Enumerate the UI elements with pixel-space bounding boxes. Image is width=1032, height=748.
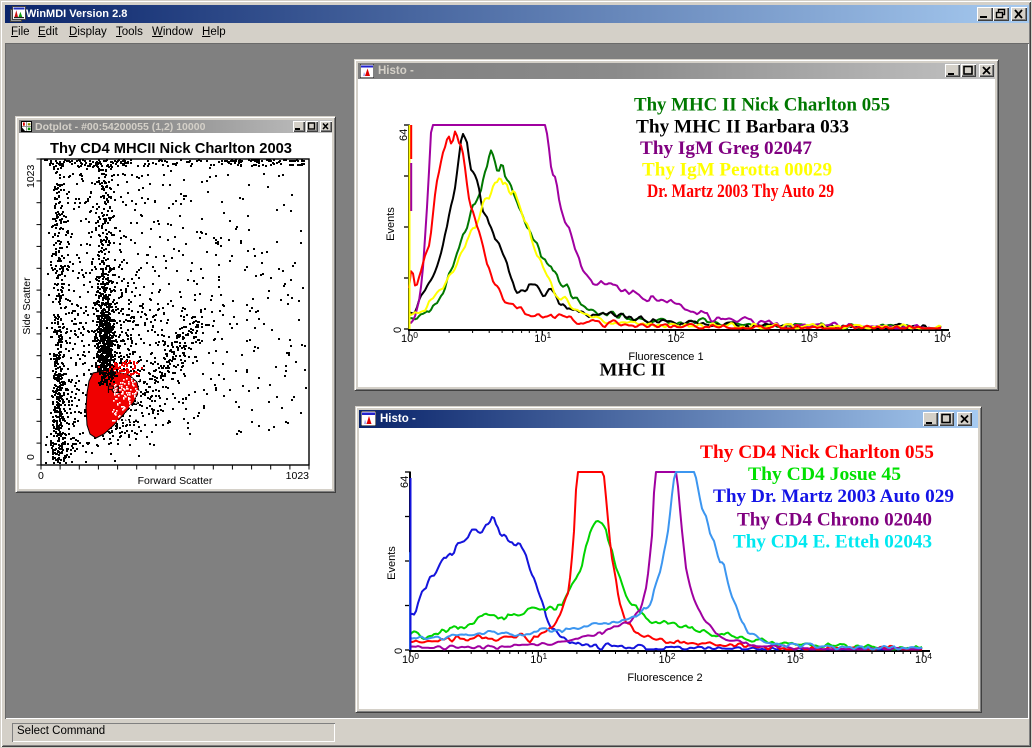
svg-text:Events: Events bbox=[386, 546, 398, 580]
svg-text:Thy CD4 Nick Charlton 055: Thy CD4 Nick Charlton 055 bbox=[700, 442, 934, 463]
svg-text:Thy CD4 Josue 45: Thy CD4 Josue 45 bbox=[748, 464, 901, 485]
svg-text:Thy IgM Greg 02047: Thy IgM Greg 02047 bbox=[640, 138, 812, 159]
svg-text:0: 0 bbox=[393, 648, 405, 654]
svg-text:0: 0 bbox=[25, 454, 37, 460]
svg-text:1023: 1023 bbox=[286, 470, 310, 482]
svg-text:64: 64 bbox=[398, 129, 410, 141]
svg-text:102: 102 bbox=[668, 330, 685, 345]
svg-text:101: 101 bbox=[530, 651, 547, 666]
svg-text:Thy Dr. Martz 2003 Auto 029: Thy Dr. Martz 2003 Auto 029 bbox=[713, 486, 954, 507]
svg-text:101: 101 bbox=[534, 330, 551, 345]
svg-text:R1: R1 bbox=[107, 384, 121, 396]
svg-text:Fluorescence 1: Fluorescence 1 bbox=[628, 351, 703, 363]
svg-text:MHC II: MHC II bbox=[600, 360, 666, 380]
svg-text:Events: Events bbox=[385, 207, 397, 241]
svg-text:Dr. Martz 2003 Thy Auto 29: Dr. Martz 2003 Thy Auto 29 bbox=[647, 181, 834, 202]
svg-text:104: 104 bbox=[934, 330, 951, 345]
svg-text:0: 0 bbox=[392, 327, 404, 333]
svg-text:Thy CD4 E. Etteh 02043: Thy CD4 E. Etteh 02043 bbox=[733, 532, 932, 553]
svg-text:Thy MHC II Barbara 033: Thy MHC II Barbara 033 bbox=[636, 117, 849, 138]
svg-text:0: 0 bbox=[38, 470, 44, 482]
svg-text:102: 102 bbox=[659, 651, 676, 666]
svg-text:Thy CD4 MHCII Nick Charlton 20: Thy CD4 MHCII Nick Charlton 2003 bbox=[50, 140, 292, 157]
svg-text:Fluorescence 2: Fluorescence 2 bbox=[627, 672, 702, 684]
svg-text:Thy IgM Perotta 00029: Thy IgM Perotta 00029 bbox=[642, 160, 832, 181]
svg-text:1023: 1023 bbox=[25, 164, 37, 188]
svg-text:64: 64 bbox=[399, 476, 411, 488]
svg-text:Thy CD4 Chrono 02040: Thy CD4 Chrono 02040 bbox=[737, 510, 932, 531]
svg-text:Side Scatter: Side Scatter bbox=[21, 277, 33, 335]
svg-text:103: 103 bbox=[787, 651, 804, 666]
svg-text:Forward Scatter: Forward Scatter bbox=[138, 475, 213, 487]
svg-text:103: 103 bbox=[801, 330, 818, 345]
svg-text:104: 104 bbox=[915, 651, 932, 666]
svg-text:Thy MHC II Nick Charlton 055: Thy MHC II Nick Charlton 055 bbox=[634, 95, 890, 116]
